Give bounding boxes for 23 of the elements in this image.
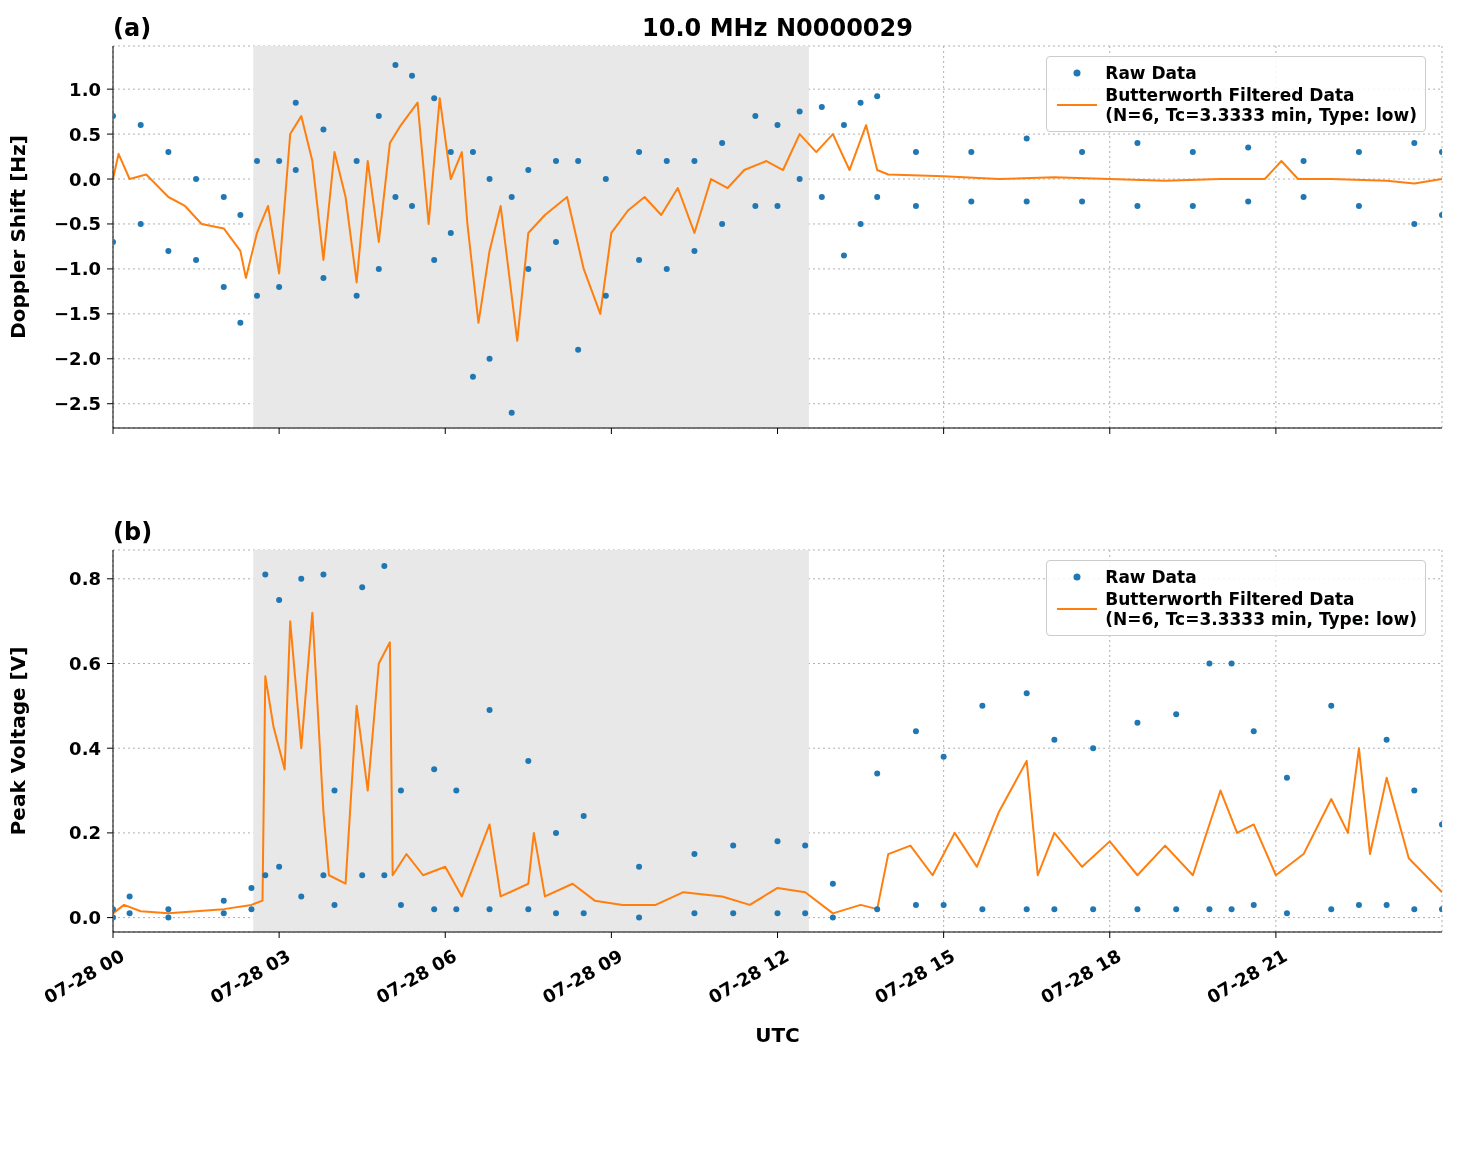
y-tick-label: −2.0 [54,348,101,370]
legend-label: Raw Data [1105,567,1197,587]
legend-label: Raw Data [1105,63,1197,83]
y-axis-title: Peak Voltage [V] [6,646,31,836]
y-tick-label: 0.2 [69,822,101,844]
x-axis-title: UTC [755,1023,800,1047]
y-tick-label: 0.4 [69,737,101,759]
text: (b) [113,518,153,546]
y-tick-label: 0.8 [69,568,101,590]
y-tick-label: −2.5 [54,393,101,415]
y-tick-label: −1.0 [54,258,101,280]
chart-title: 10.0 MHz N0000029 [642,14,913,42]
y-tick-label: 0.0 [69,168,101,190]
y-tick-label: 0.0 [69,907,101,929]
legend-label: Butterworth Filtered Data (N=6, Tc=3.3333 min, Type: low) [1105,589,1417,629]
y-axis-title: Doppler Shift [Hz] [6,135,31,339]
y-tick-label: −1.5 [54,303,101,325]
text: (a) [113,14,152,42]
y-tick-label: 0.6 [69,653,101,674]
y-tick-label: 0.5 [69,123,101,145]
y-tick-label: −0.5 [54,213,101,235]
y-tick-label: 1.0 [69,78,101,100]
legend-label: Butterworth Filtered Data (N=6, Tc=3.3333 min, Type: low) [1105,85,1417,125]
